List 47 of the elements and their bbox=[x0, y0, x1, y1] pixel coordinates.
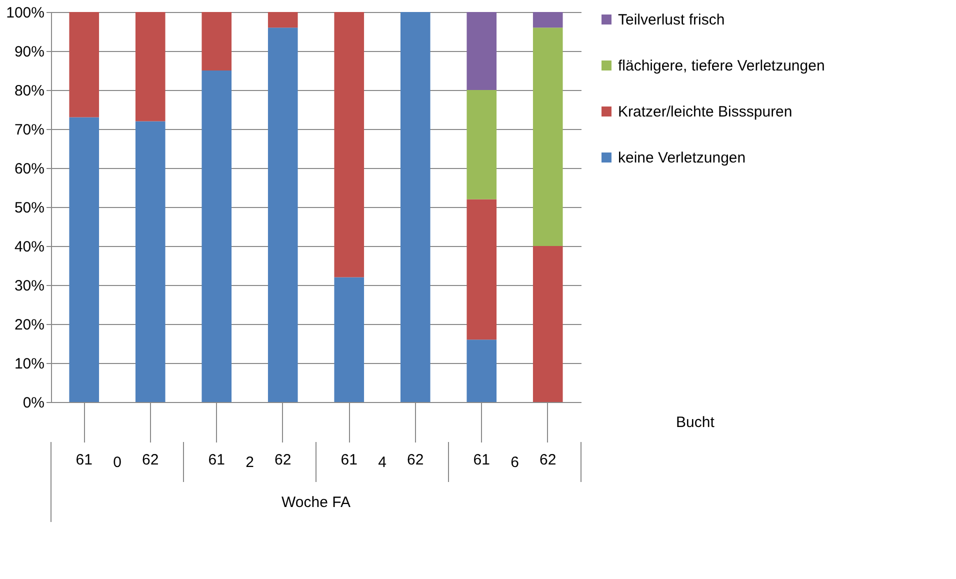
bar bbox=[135, 12, 166, 122]
bar bbox=[466, 340, 497, 402]
legend-label: Kratzer/leichte Bissspuren bbox=[618, 104, 792, 120]
legend-label: Teilverlust frisch bbox=[618, 12, 725, 28]
bar bbox=[202, 12, 232, 70]
y-tick-label: 70% bbox=[14, 122, 44, 138]
bar bbox=[334, 12, 364, 278]
x-tick-label: 62 bbox=[142, 452, 159, 468]
y-tick-label: 10% bbox=[14, 356, 44, 372]
bar bbox=[466, 90, 497, 200]
bar bbox=[532, 246, 563, 402]
bar bbox=[532, 28, 563, 246]
text: 4 bbox=[378, 454, 386, 471]
y-tick-label: 60% bbox=[14, 160, 44, 178]
text: 6 bbox=[510, 454, 519, 471]
y-tick-label: 50% bbox=[14, 200, 44, 216]
bar bbox=[466, 12, 497, 90]
bar bbox=[268, 28, 298, 402]
y-tick-label: 80% bbox=[14, 82, 44, 100]
x-tick-label: 62 bbox=[407, 452, 424, 468]
x-axis-title: Woche FA bbox=[282, 494, 350, 511]
y-tick-label: 0% bbox=[22, 394, 44, 412]
bar bbox=[135, 121, 166, 402]
bar bbox=[69, 117, 100, 402]
x-tick-label: 61 bbox=[340, 452, 358, 468]
bar bbox=[532, 12, 563, 28]
x-tick-label: 61 bbox=[76, 452, 92, 468]
bar bbox=[69, 12, 100, 118]
bar bbox=[334, 277, 364, 402]
text: 2 bbox=[246, 454, 254, 471]
text: 0 bbox=[113, 454, 122, 471]
legend-label: flächigere, tiefere Verletzungen bbox=[618, 58, 825, 74]
x-tick-label: 62 bbox=[540, 452, 556, 468]
y-tick-label: 90% bbox=[14, 44, 44, 60]
x-tick-label: 61 bbox=[473, 452, 490, 468]
bar bbox=[268, 12, 298, 28]
x-tick-label: 62 bbox=[274, 452, 292, 468]
bar bbox=[202, 70, 232, 402]
text: Bucht bbox=[676, 414, 716, 431]
legend-label: keine Verletzungen bbox=[618, 150, 746, 166]
y-tick-label: 40% bbox=[14, 238, 44, 256]
y-tick-label: 20% bbox=[14, 316, 44, 334]
x-tick-label: 61 bbox=[208, 452, 225, 468]
bar bbox=[400, 12, 430, 402]
y-tick-label: 30% bbox=[14, 278, 44, 294]
bar bbox=[466, 199, 497, 340]
y-tick-label: 100% bbox=[6, 4, 44, 22]
